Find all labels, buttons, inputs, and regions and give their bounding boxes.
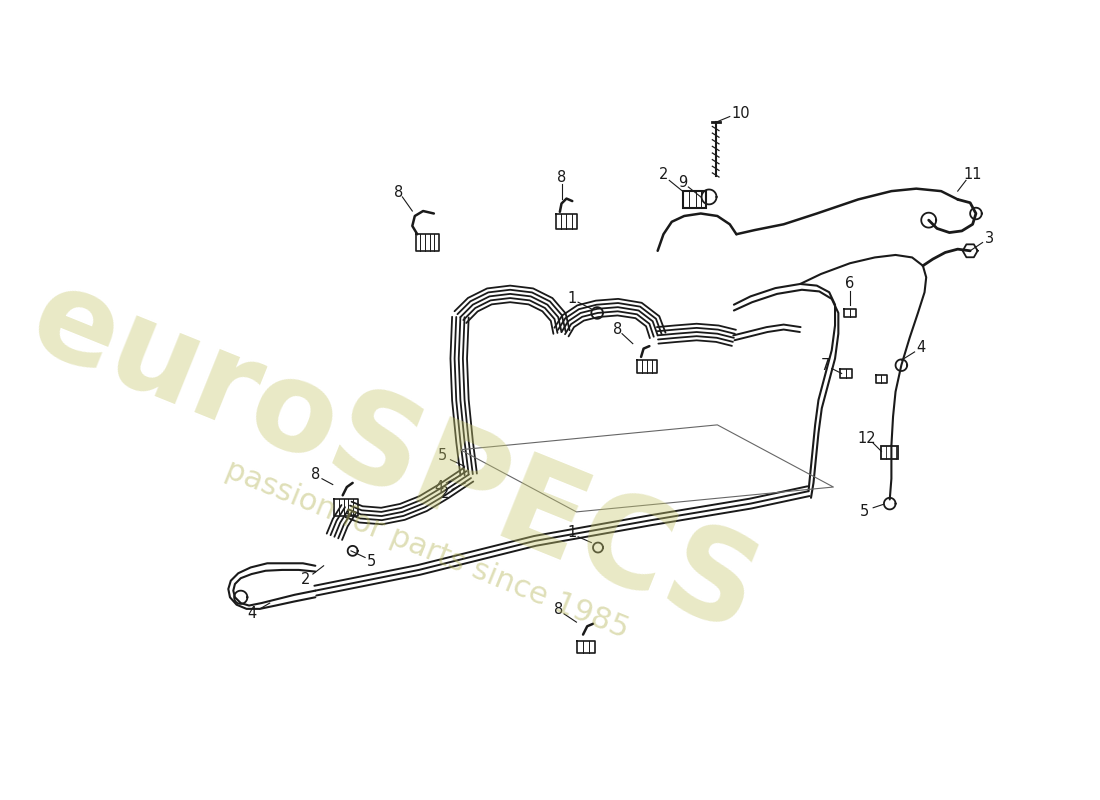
Text: 7: 7 bbox=[821, 358, 829, 373]
Text: 10: 10 bbox=[732, 106, 750, 121]
Text: 1: 1 bbox=[568, 525, 576, 540]
Text: 9: 9 bbox=[678, 174, 688, 190]
Bar bbox=[881, 446, 898, 459]
Bar bbox=[682, 191, 706, 208]
Text: 4: 4 bbox=[434, 479, 443, 494]
Text: 8: 8 bbox=[553, 602, 563, 618]
Text: 8: 8 bbox=[557, 170, 566, 186]
Text: 11: 11 bbox=[964, 167, 982, 182]
Text: 8: 8 bbox=[394, 186, 403, 200]
Text: 2: 2 bbox=[440, 486, 449, 501]
Text: 2: 2 bbox=[659, 167, 668, 182]
Text: 5: 5 bbox=[367, 554, 376, 569]
Text: euroSPECS: euroSPECS bbox=[13, 258, 774, 658]
Text: 8: 8 bbox=[310, 467, 320, 482]
Text: 6: 6 bbox=[845, 277, 855, 291]
Text: 4: 4 bbox=[916, 340, 926, 355]
Text: 5: 5 bbox=[860, 503, 869, 518]
Text: 1: 1 bbox=[568, 291, 576, 306]
Text: 2: 2 bbox=[300, 572, 310, 587]
Text: 5: 5 bbox=[438, 448, 447, 463]
Text: 8: 8 bbox=[613, 322, 623, 337]
Text: passion for parts since 1985: passion for parts since 1985 bbox=[221, 454, 634, 644]
Text: 3: 3 bbox=[984, 231, 993, 246]
Text: 4: 4 bbox=[246, 606, 256, 622]
Text: 12: 12 bbox=[857, 431, 876, 446]
